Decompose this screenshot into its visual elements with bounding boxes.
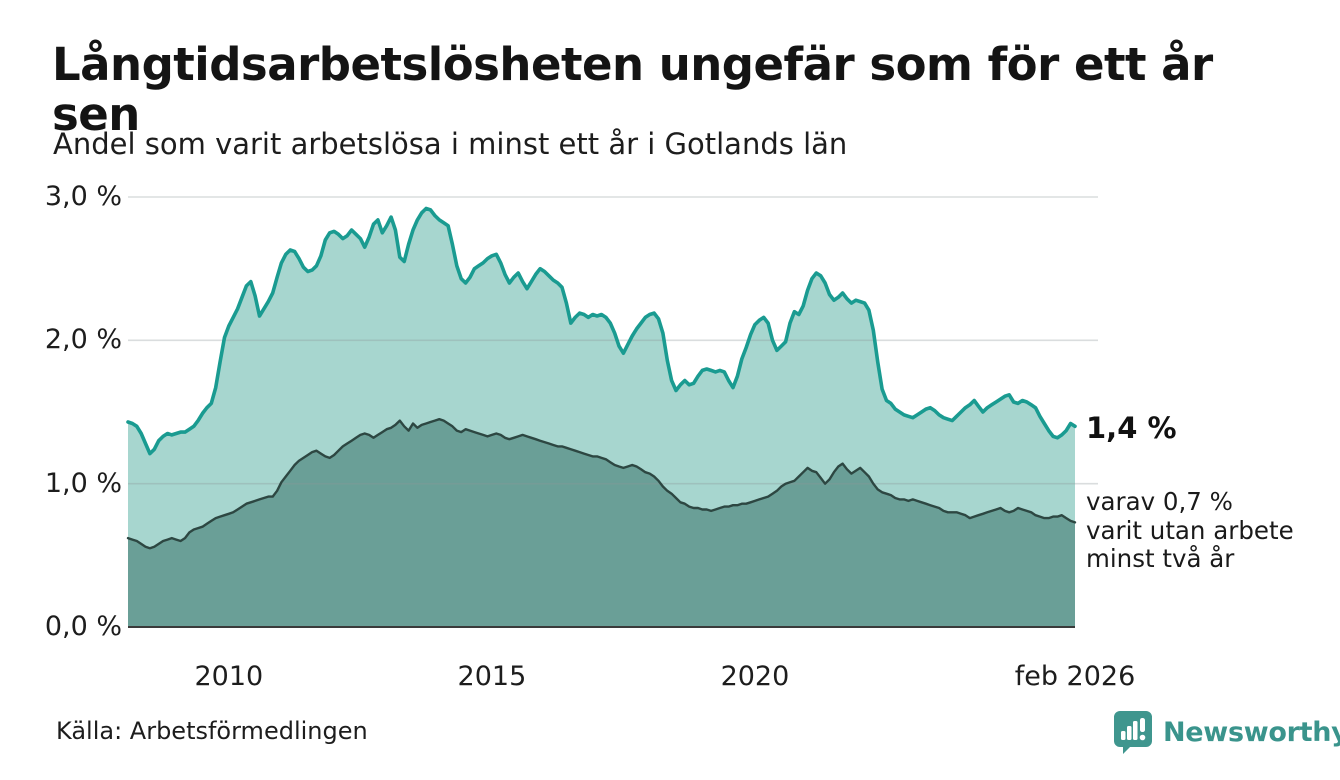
area-min-two-years	[128, 419, 1075, 627]
line-min-two-years	[126, 418, 1077, 550]
secondary-series-note: varav 0,7 % varit utan arbete minst två …	[1086, 487, 1294, 574]
line-min-one-year	[126, 206, 1077, 456]
x-tick-label: 2020	[720, 661, 790, 692]
newsworthy-brand: Newsworthy	[1113, 710, 1340, 754]
x-tick-label: feb 2026	[1014, 661, 1136, 692]
page-subtitle: Andel som varit arbetslösa i minst ett å…	[53, 127, 848, 161]
y-tick-label: 2,0 %	[44, 324, 122, 356]
note-line: varit utan arbete	[1086, 515, 1294, 545]
end-value-label: 1,4 %	[1086, 411, 1177, 445]
x-tick-label: 2010	[194, 661, 264, 692]
source-attribution: Källa: Arbetsförmedlingen	[56, 717, 368, 745]
newsworthy-logo-icon	[1113, 710, 1153, 754]
x-tick-label: 2015	[457, 661, 527, 692]
y-tick-label: 3,0 %	[44, 181, 122, 212]
newsworthy-logo-text: Newsworthy	[1163, 716, 1340, 748]
note-line: varav 0,7 %	[1086, 487, 1233, 516]
y-tick-label: 0,0 %	[44, 611, 122, 642]
y-tick-label: 1,0 %	[44, 467, 122, 499]
note-line: minst två år	[1086, 544, 1235, 573]
page-title: Långtidsarbetslösheten ungefär som för e…	[52, 38, 1213, 141]
